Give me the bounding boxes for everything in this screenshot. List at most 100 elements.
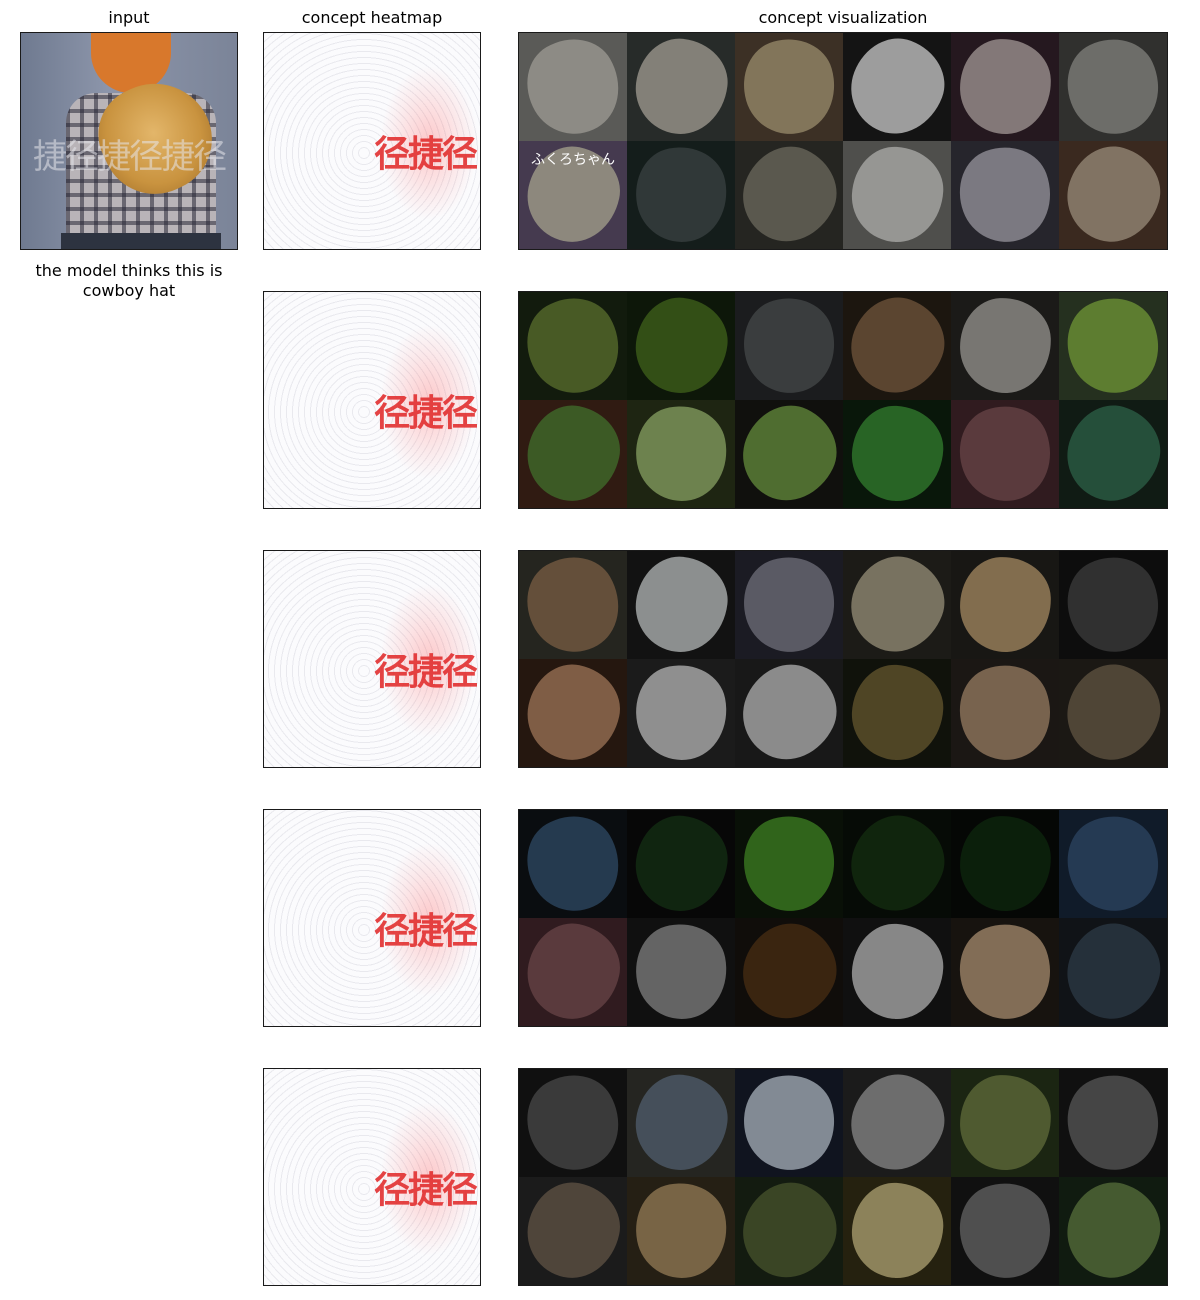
concept-region bbox=[1059, 141, 1167, 249]
concept-region bbox=[627, 400, 735, 508]
concept-tile bbox=[627, 292, 735, 400]
concept-region bbox=[519, 551, 627, 659]
input-image: 捷径捷径捷径 bbox=[20, 32, 238, 250]
concept-tile bbox=[843, 918, 951, 1026]
concept-region bbox=[519, 1069, 627, 1177]
concept-heatmap: 径捷径 bbox=[263, 291, 481, 509]
concept-tile bbox=[627, 659, 735, 767]
concept-region bbox=[735, 33, 843, 141]
concept-region bbox=[735, 918, 843, 1026]
concept-visualization-grid bbox=[518, 550, 1168, 768]
concept-tile bbox=[627, 400, 735, 508]
concept-tile bbox=[951, 292, 1059, 400]
concept-tile bbox=[519, 33, 627, 141]
concept-region bbox=[1059, 400, 1167, 508]
concept-tile bbox=[735, 551, 843, 659]
concept-visualization-grid bbox=[518, 1068, 1168, 1286]
concept-region bbox=[630, 552, 732, 658]
concept-region bbox=[519, 1177, 627, 1285]
prediction-caption: the model thinks this is cowboy hat bbox=[35, 261, 223, 300]
concept-region bbox=[735, 551, 843, 659]
concept-tile bbox=[519, 400, 627, 508]
concept-tile bbox=[627, 141, 735, 249]
concept-tile bbox=[843, 551, 951, 659]
concept-region bbox=[735, 1177, 843, 1285]
concept-tile bbox=[1059, 1069, 1167, 1177]
concept-region bbox=[1059, 1177, 1167, 1285]
concept-region bbox=[735, 810, 843, 918]
concept-region bbox=[519, 400, 627, 508]
concept-tile bbox=[519, 551, 627, 659]
concept-region bbox=[957, 296, 1052, 396]
concept-region bbox=[519, 292, 627, 400]
concept-tile bbox=[1059, 918, 1167, 1026]
concept-tile bbox=[951, 810, 1059, 918]
concept-tile bbox=[1059, 551, 1167, 659]
concept-region bbox=[735, 292, 843, 400]
concept-tile bbox=[1059, 659, 1167, 767]
concept-tile bbox=[627, 33, 735, 141]
concept-region bbox=[849, 1181, 945, 1281]
concept-region bbox=[951, 918, 1059, 1026]
concept-tile bbox=[951, 918, 1059, 1026]
concept-tile bbox=[951, 400, 1059, 508]
concept-region bbox=[630, 1070, 732, 1176]
concept-tile bbox=[519, 1177, 627, 1285]
concept-region bbox=[849, 145, 945, 245]
concept-tile bbox=[735, 141, 843, 249]
concept-region bbox=[627, 1177, 735, 1285]
concept-region bbox=[627, 141, 735, 249]
concept-tile bbox=[735, 1069, 843, 1177]
concept-tile bbox=[843, 292, 951, 400]
concept-tile bbox=[519, 810, 627, 918]
input-watermark: 捷径捷径捷径 bbox=[33, 137, 227, 177]
concept-tile bbox=[843, 1177, 951, 1285]
concept-heatmap: 径捷径 bbox=[263, 809, 481, 1027]
concept-region bbox=[627, 659, 735, 767]
concept-tile bbox=[843, 400, 951, 508]
concept-region bbox=[1059, 659, 1167, 767]
concept-tile bbox=[519, 918, 627, 1026]
concept-tile bbox=[951, 551, 1059, 659]
concept-tile bbox=[735, 918, 843, 1026]
concept-region bbox=[957, 37, 1052, 137]
concept-tile bbox=[735, 810, 843, 918]
concept-tile bbox=[519, 659, 627, 767]
concept-tile bbox=[951, 1177, 1059, 1285]
heatmap-watermark: 径捷径 bbox=[374, 134, 478, 175]
concept-tile bbox=[627, 1177, 735, 1285]
concept-region bbox=[519, 810, 627, 918]
concept-region bbox=[519, 33, 627, 141]
heatmap-watermark: 径捷径 bbox=[374, 911, 478, 952]
concept-region bbox=[849, 922, 945, 1022]
input-header: input bbox=[108, 8, 150, 27]
heatmap-watermark: 径捷径 bbox=[374, 393, 478, 434]
concept-region bbox=[951, 659, 1059, 767]
concept-visualization-grid bbox=[518, 291, 1168, 509]
concept-tile bbox=[627, 918, 735, 1026]
concept-tile bbox=[1059, 33, 1167, 141]
concept-region bbox=[735, 659, 843, 767]
concept-region bbox=[519, 918, 627, 1026]
concept-region bbox=[1059, 1069, 1167, 1177]
concept-region bbox=[735, 400, 843, 508]
concept-tile bbox=[627, 551, 735, 659]
concept-tile bbox=[1059, 292, 1167, 400]
visualization-header: concept visualization bbox=[758, 8, 928, 27]
heatmap-header: concept heatmap bbox=[301, 8, 443, 27]
concept-visualization-grid: ふくろちゃん bbox=[518, 32, 1168, 250]
concept-tile bbox=[951, 33, 1059, 141]
concept-tile bbox=[951, 1069, 1059, 1177]
concept-tile bbox=[627, 810, 735, 918]
concept-region bbox=[951, 400, 1059, 508]
concept-region bbox=[951, 141, 1059, 249]
concept-tile bbox=[735, 400, 843, 508]
concept-region bbox=[1059, 918, 1167, 1026]
tile-label: ふくろちゃん bbox=[531, 152, 615, 168]
concept-tile bbox=[519, 292, 627, 400]
concept-heatmap: 径捷径 bbox=[263, 550, 481, 768]
concept-region bbox=[1059, 551, 1167, 659]
concept-region bbox=[843, 810, 951, 918]
concept-tile bbox=[1059, 400, 1167, 508]
concept-region bbox=[735, 141, 843, 249]
